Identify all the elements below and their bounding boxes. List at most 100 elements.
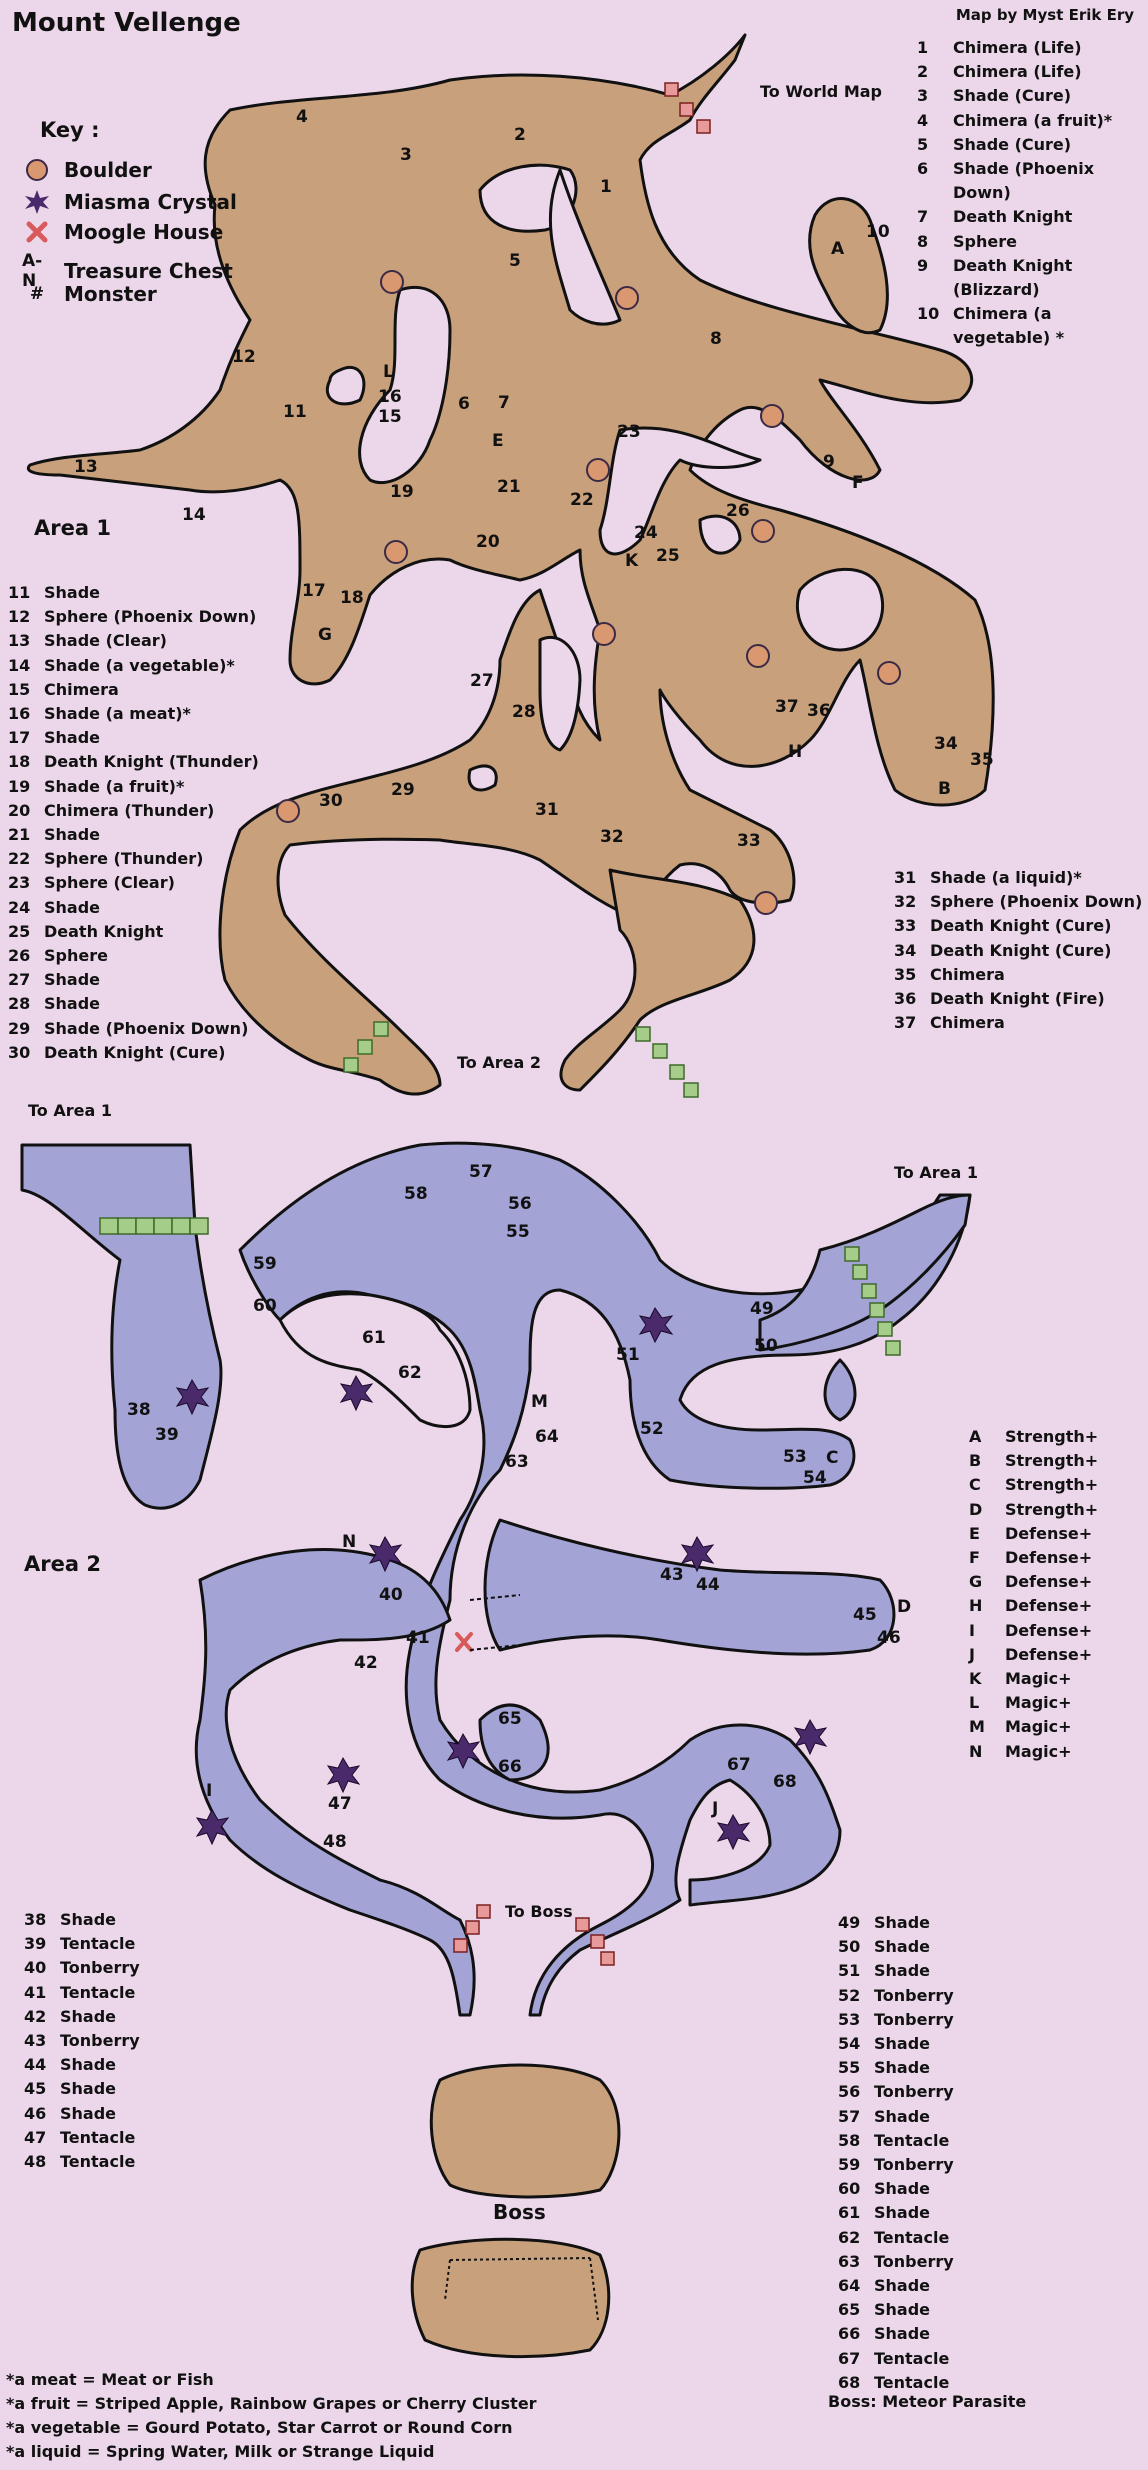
list-item: 40 Tonberry — [24, 1956, 140, 1980]
list-item-number: G — [969, 1572, 983, 1592]
list-item: 58 Tentacle — [838, 2129, 954, 2153]
list-item: 21 Shade — [8, 823, 259, 847]
list-item-number: 41 — [24, 1982, 47, 2002]
list-item-number: 39 — [24, 1934, 47, 1954]
list-item: F Defense+ — [969, 1546, 1098, 1570]
treasure-chest-marker: I — [206, 1781, 212, 1801]
list-item-name: Defense+ — [1005, 1596, 1093, 1616]
list-item: 57 Shade — [838, 2105, 954, 2129]
area1-label: Area 1 — [34, 516, 111, 540]
list-item-name: Shade — [874, 2324, 931, 2344]
list-item-number: 19 — [8, 776, 31, 796]
list-item-number: 14 — [8, 655, 31, 675]
monster-marker: 26 — [726, 501, 750, 521]
list-item: 39 Tentacle — [24, 1932, 140, 1956]
treasure-chest-marker: A — [831, 239, 845, 259]
area2-map — [20, 1141, 972, 2017]
list-item-name: Shade — [874, 2106, 931, 2126]
monster-marker: 23 — [617, 422, 641, 442]
list-item-number: 52 — [838, 1985, 861, 2005]
list-item-number: 43 — [24, 2031, 47, 2051]
list-item-number: 31 — [894, 868, 917, 887]
list-item-number: 32 — [894, 892, 917, 912]
list-item-number: 53 — [838, 2009, 861, 2029]
list-item-number: 25 — [8, 921, 31, 941]
list-item-name: Strength+ — [1005, 1475, 1099, 1495]
list-item-name: Chimera (a fruit)* — [953, 110, 1113, 130]
list-item: N Magic+ — [969, 1740, 1098, 1764]
list-item-number: L — [969, 1693, 980, 1713]
monster-list-49-68: 49 Shade 50 Shade 51 Shade 52 Tonberry 53 Tonberr… — [838, 1911, 954, 2395]
list-item: 62 Tentacle — [838, 2226, 954, 2250]
monster-marker: 55 — [506, 1222, 530, 1242]
page-title: Mount Vellenge — [12, 8, 241, 38]
list-item: 59 Tonberry — [838, 2153, 954, 2177]
list-item-name: Strength+ — [1005, 1427, 1099, 1446]
list-item-name: Tonberry — [874, 1985, 954, 2005]
list-item-name: Tentacle — [60, 2127, 136, 2147]
treasure-chest-marker: F — [852, 473, 864, 493]
list-item-number: 9 — [917, 255, 929, 275]
list-item: 17 Shade — [8, 726, 259, 750]
list-item-name: Chimera — [44, 679, 119, 699]
monster-marker: 10 — [866, 222, 890, 242]
list-item-name: Shade (a meat)* — [44, 704, 191, 724]
monster-marker: 21 — [497, 477, 521, 497]
monster-marker: 12 — [232, 347, 256, 367]
list-item-name: Defense+ — [1005, 1548, 1093, 1568]
list-item-name: Shade — [874, 2300, 931, 2320]
monster-marker: 59 — [253, 1254, 277, 1274]
boss-name: Boss: Meteor Parasite — [828, 2392, 1027, 2411]
list-item-name: Tonberry — [874, 2082, 954, 2102]
list-item-name: Shade — [60, 2079, 117, 2099]
treasure-chest-marker: G — [318, 625, 332, 645]
key-label-monster: Monster — [64, 282, 157, 306]
monster-marker: 34 — [934, 734, 958, 754]
moogle-houses — [453, 82, 711, 1966]
treasure-chest-marker: J — [711, 1799, 718, 1819]
list-item-name: Shade — [60, 2055, 117, 2075]
list-item-name: Tonberry — [874, 2009, 954, 2029]
list-item: D Strength+ — [969, 1498, 1098, 1522]
list-item: 32 Sphere (Phoenix Down) — [894, 890, 1142, 914]
list-item-number: 61 — [838, 2203, 861, 2223]
monster-list-11-30: 11 Shade 12 Sphere (Phoenix Down) 13 Shade (C… — [8, 581, 259, 1065]
treasure-chest-marker: C — [826, 1448, 838, 1468]
list-item-name: Sphere — [953, 231, 1017, 251]
list-item: 66 Shade — [838, 2322, 954, 2346]
list-item-number: 33 — [894, 916, 917, 936]
monster-marker: 63 — [505, 1452, 529, 1472]
list-item: 23 Sphere (Clear) — [8, 871, 259, 895]
treasure-chest-symbol: A-N — [22, 251, 43, 291]
monster-marker: 35 — [970, 750, 994, 770]
list-item: 55 Shade — [838, 2056, 954, 2080]
list-item-number: 55 — [838, 2058, 861, 2078]
list-item: J Defense+ — [969, 1643, 1098, 1667]
monster-marker: 57 — [469, 1162, 493, 1182]
boulder-icon — [22, 158, 52, 182]
list-item: 30 Death Knight (Cure) — [8, 1041, 259, 1065]
list-item: 14 Shade (a vegetable)* — [8, 654, 259, 678]
monster-marker: 47 — [328, 1794, 352, 1814]
list-item-number: 60 — [838, 2179, 861, 2199]
list-item: 31 Shade (a liquid)* — [894, 866, 1142, 890]
list-item-number: 23 — [8, 873, 31, 893]
list-item-number: 59 — [838, 2155, 861, 2175]
monster-marker: 42 — [354, 1653, 378, 1673]
monster-marker: 37 — [775, 697, 799, 717]
list-item-name: Death Knight (Cure) — [930, 940, 1112, 960]
list-item-number: 30 — [8, 1042, 31, 1062]
list-item-name: Death Knight (Cure) — [44, 1042, 226, 1062]
list-item-number: 3 — [917, 86, 929, 106]
list-item-name: Shade (Phoenix Down) — [953, 159, 1095, 203]
list-item-name: Shade — [874, 1961, 931, 1981]
list-item-number: 37 — [894, 1013, 917, 1033]
monster-marker: 66 — [498, 1757, 522, 1777]
list-item-number: 5 — [917, 134, 929, 154]
to-area1-right-label: To Area 1 — [894, 1163, 978, 1182]
list-item: 10 Chimera (a vegetable) * — [917, 302, 1148, 350]
monster-marker: 28 — [512, 702, 536, 722]
list-item-name: Death Knight (Blizzard) — [953, 255, 1073, 300]
list-item: 37 Chimera — [894, 1011, 1142, 1035]
